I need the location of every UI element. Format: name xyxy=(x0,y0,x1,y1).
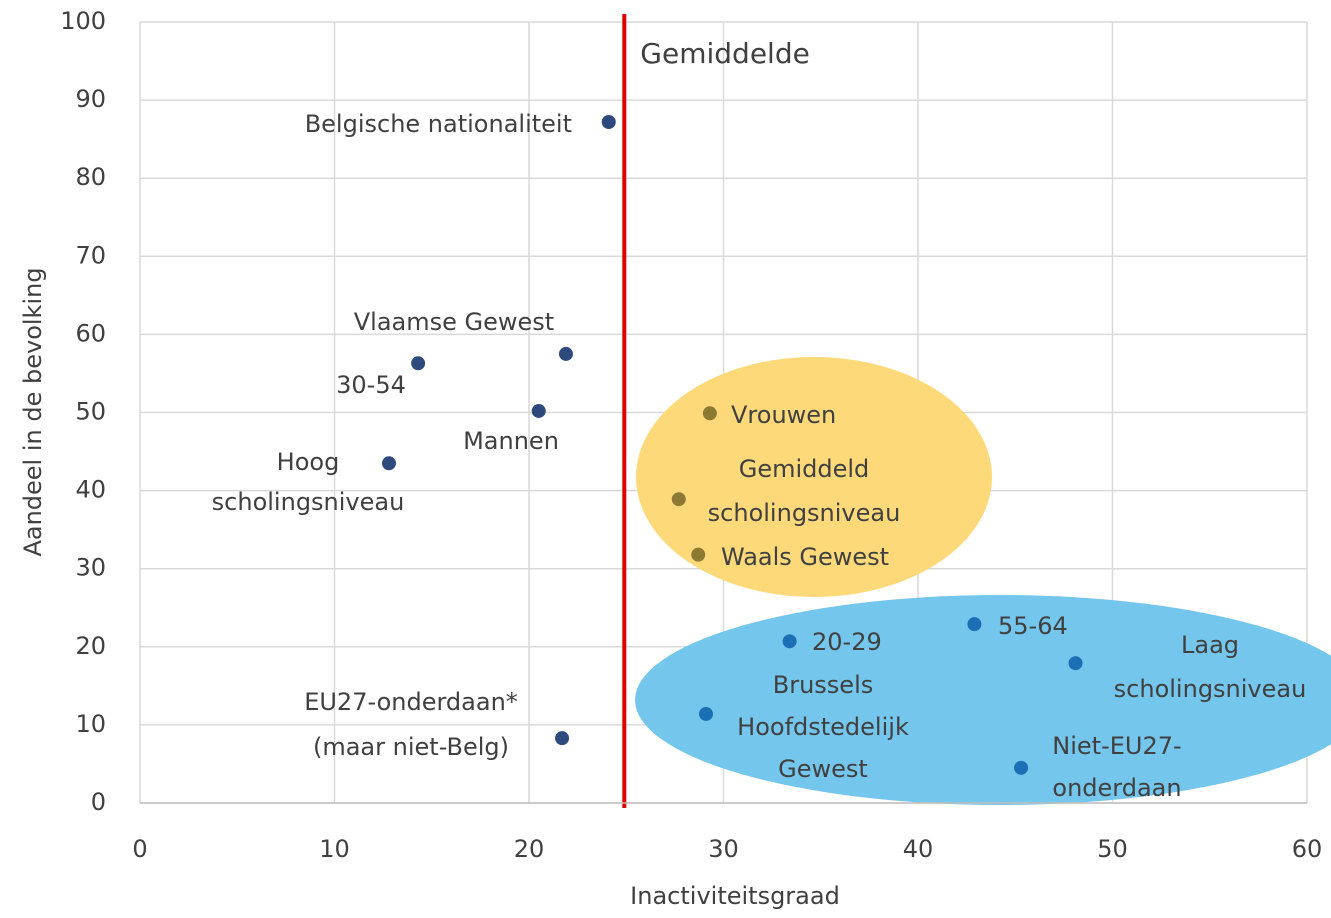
x-tick-label: 10 xyxy=(319,835,350,863)
point-label: Brussels xyxy=(773,671,874,699)
point-label: Niet-EU27- xyxy=(1052,732,1181,760)
point xyxy=(1014,760,1029,775)
point-label: Laag xyxy=(1181,631,1239,659)
point xyxy=(531,403,546,418)
point-label: scholingsniveau xyxy=(1114,675,1307,703)
x-tick-label: 20 xyxy=(514,835,545,863)
point xyxy=(411,356,426,371)
x-tick-label: 0 xyxy=(132,835,147,863)
y-tick-label: 0 xyxy=(91,788,106,816)
point xyxy=(702,406,717,421)
point-label: 20-29 xyxy=(812,628,882,656)
y-tick-label: 100 xyxy=(60,7,106,35)
point xyxy=(782,634,797,649)
y-tick-label: 30 xyxy=(75,554,106,582)
point-label: 55-64 xyxy=(998,612,1068,640)
point-label: Hoog xyxy=(277,448,340,476)
highlight-ellipse xyxy=(636,357,992,597)
y-tick-label: 50 xyxy=(75,398,106,426)
highlight-ellipse xyxy=(635,595,1331,805)
point xyxy=(558,346,573,361)
point xyxy=(555,731,570,746)
point-label: Hoofdstedelijk xyxy=(737,713,909,741)
point-label: onderdaan xyxy=(1052,774,1181,802)
y-tick-label: 70 xyxy=(75,241,106,269)
point-label: Gemiddeld xyxy=(739,455,870,483)
point xyxy=(381,456,396,471)
point-label: EU27-onderdaan* xyxy=(304,688,518,716)
x-tick-label: 50 xyxy=(1097,835,1128,863)
point-label: Waals Gewest xyxy=(721,543,889,571)
point xyxy=(691,547,706,562)
y-tick-label: 80 xyxy=(75,163,106,191)
point-label: scholingsniveau xyxy=(212,488,405,516)
y-tick-label: 40 xyxy=(75,476,106,504)
reference-label: Gemiddelde xyxy=(640,37,810,70)
point-label: Mannen xyxy=(463,427,559,455)
point xyxy=(671,492,686,507)
point xyxy=(601,114,616,129)
y-tick-label: 20 xyxy=(75,632,106,660)
point-label: Gewest xyxy=(778,755,868,783)
point-label: Vlaamse Gewest xyxy=(354,308,554,336)
point xyxy=(698,706,713,721)
point xyxy=(967,617,982,632)
point-label: Belgische nationaliteit xyxy=(305,110,572,138)
point-label: 30-54 xyxy=(336,371,406,399)
y-tick-label: 60 xyxy=(75,319,106,347)
point-label: scholingsniveau xyxy=(708,499,901,527)
x-tick-label: 60 xyxy=(1292,835,1323,863)
y-tick-label: 10 xyxy=(75,710,106,738)
x-tick-label: 30 xyxy=(708,835,739,863)
point-label: (maar niet-Belg) xyxy=(313,733,509,761)
point xyxy=(1068,656,1083,671)
point-label: Vrouwen xyxy=(731,401,836,429)
y-axis-title: Aandeel in de bevolking xyxy=(19,267,47,556)
y-tick-label: 90 xyxy=(75,85,106,113)
x-axis-title: Inactiviteitsgraad xyxy=(630,882,840,910)
x-tick-label: 40 xyxy=(903,835,934,863)
